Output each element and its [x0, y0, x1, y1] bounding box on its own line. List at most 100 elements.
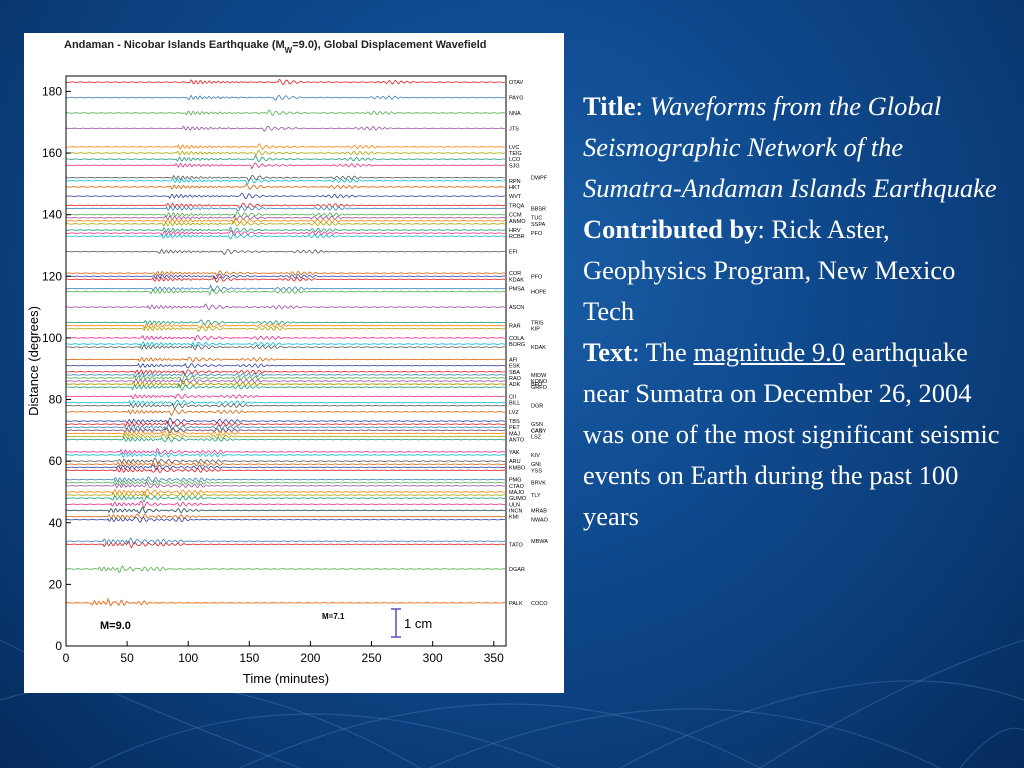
station-label: SSPA — [531, 222, 546, 228]
waveform-trace — [65, 420, 506, 428]
waveform-trace — [65, 399, 506, 407]
chart-title-end: =9.0), Global Displacement Wavefield — [292, 39, 486, 51]
station-label: TRIS — [531, 320, 544, 326]
x-tick-label: 250 — [362, 651, 382, 665]
scale-bar: 1 cm — [391, 608, 432, 638]
station-label: BRVK — [531, 481, 546, 487]
y-tick-label: 20 — [49, 577, 63, 591]
waveform-trace — [65, 537, 506, 545]
plot-frame — [65, 75, 507, 647]
y-tick-label: 0 — [55, 639, 62, 653]
title-label: Title — [583, 91, 636, 121]
contributed-text: Rick Aster, Geophysics Program, New Mexi… — [583, 214, 956, 326]
waveform-trace — [65, 490, 505, 499]
waveform-trace — [65, 433, 506, 440]
waveform-traces — [65, 79, 506, 607]
station-label: RAO — [509, 376, 522, 382]
waveform-trace — [65, 284, 506, 292]
station-label: CAN — [531, 428, 543, 434]
y-tick-label: 60 — [49, 454, 63, 468]
waveform-trace — [65, 270, 506, 277]
waveform-trace — [65, 436, 506, 443]
x-tick-label: 350 — [484, 651, 504, 665]
waveform-trace — [66, 319, 506, 326]
waveform-trace — [65, 403, 506, 410]
text-block: Text: The magnitude 9.0 earthquake near … — [583, 337, 1000, 531]
waveform-trace — [66, 362, 506, 369]
station-label: ARU — [509, 459, 521, 465]
waveform-trace — [65, 226, 506, 233]
waveform-trace — [65, 417, 506, 425]
y-tick-label: 180 — [42, 84, 62, 98]
station-label: MIDW — [531, 373, 547, 379]
waveform-trace — [65, 488, 506, 498]
chart-title-sub: W — [285, 46, 293, 55]
x-tick-label: 0 — [63, 651, 70, 665]
waveform-trace — [66, 233, 506, 240]
station-label: HOPE — [531, 290, 547, 296]
waveform-trace — [65, 370, 505, 378]
waveform-trace — [65, 461, 506, 468]
y-axis-label: Distance (degrees) — [26, 306, 41, 416]
station-label: KDAK — [509, 277, 524, 283]
station-label: PMSA — [509, 287, 525, 293]
waveform-trace — [65, 177, 506, 185]
waveform-trace — [65, 482, 506, 489]
text-prefix: The — [645, 337, 687, 367]
station-label: MAJO — [509, 490, 525, 496]
waveform-trace — [65, 467, 506, 474]
station-label: CADY — [531, 428, 547, 434]
x-tick-label: 200 — [300, 651, 320, 665]
waveform-trace — [66, 303, 506, 311]
station-label: DWPF — [531, 176, 548, 182]
y-tick-label: 100 — [42, 331, 62, 345]
waveform-trace — [65, 149, 506, 158]
station-label: JTS — [509, 126, 519, 132]
waveform-trace — [65, 344, 506, 351]
waveform-trace — [65, 448, 506, 455]
waveform-trace — [65, 409, 506, 417]
waveform-trace — [65, 273, 506, 280]
waveform-trace — [65, 383, 506, 391]
waveform-trace — [65, 202, 506, 209]
station-label: BILL — [509, 401, 520, 407]
station-label: TUC — [531, 216, 542, 222]
waveform-trace — [65, 162, 505, 170]
station-label: CII — [509, 394, 517, 400]
station-label: GUMO — [509, 496, 527, 502]
waveform-trace — [65, 377, 506, 385]
chart-title-main: Andaman - Nicobar Islands Earthquake (M — [64, 39, 285, 51]
y-tick-label: 80 — [49, 393, 63, 407]
text-body: earthquake near Sumatra on December 26, … — [583, 337, 1000, 531]
station-label: SBA — [509, 370, 520, 376]
waveform-trace — [65, 423, 506, 431]
text-label: Text — [583, 337, 633, 367]
waveform-trace — [65, 217, 506, 225]
waveform-trace — [65, 94, 506, 101]
station-label: RCBR — [509, 234, 525, 240]
station-label: ASCN — [509, 305, 524, 311]
station-label: TEIG — [509, 151, 522, 157]
title-block: Title: Waveforms from the Global Seismog… — [583, 91, 997, 203]
station-label: GNI — [531, 462, 541, 468]
station-label: TBS — [509, 419, 520, 425]
station-label: COCO — [531, 601, 548, 607]
contributed-block: Contributed by: Rick Aster, Geophysics P… — [583, 214, 956, 326]
waveform-trace — [65, 380, 505, 388]
waveform-trace — [65, 457, 506, 465]
station-label: ULN — [509, 502, 520, 508]
waveform-trace — [65, 230, 506, 237]
aftershock-label: M=7.1 — [322, 612, 345, 621]
waveform-trace — [65, 288, 506, 297]
station-label: YSS — [531, 468, 542, 474]
waveform-trace — [66, 464, 506, 471]
station-label: DGR — [531, 404, 543, 410]
magnitude-link[interactable]: magnitude 9.0 — [693, 337, 846, 367]
waveform-trace — [66, 374, 506, 383]
station-label: LCO — [509, 157, 521, 163]
contributed-label: Contributed by — [583, 214, 758, 244]
station-label: NWAO — [531, 518, 549, 524]
waveform-trace — [65, 495, 506, 503]
station-label: ANTO — [509, 438, 525, 444]
station-label: CTAO — [509, 484, 525, 490]
